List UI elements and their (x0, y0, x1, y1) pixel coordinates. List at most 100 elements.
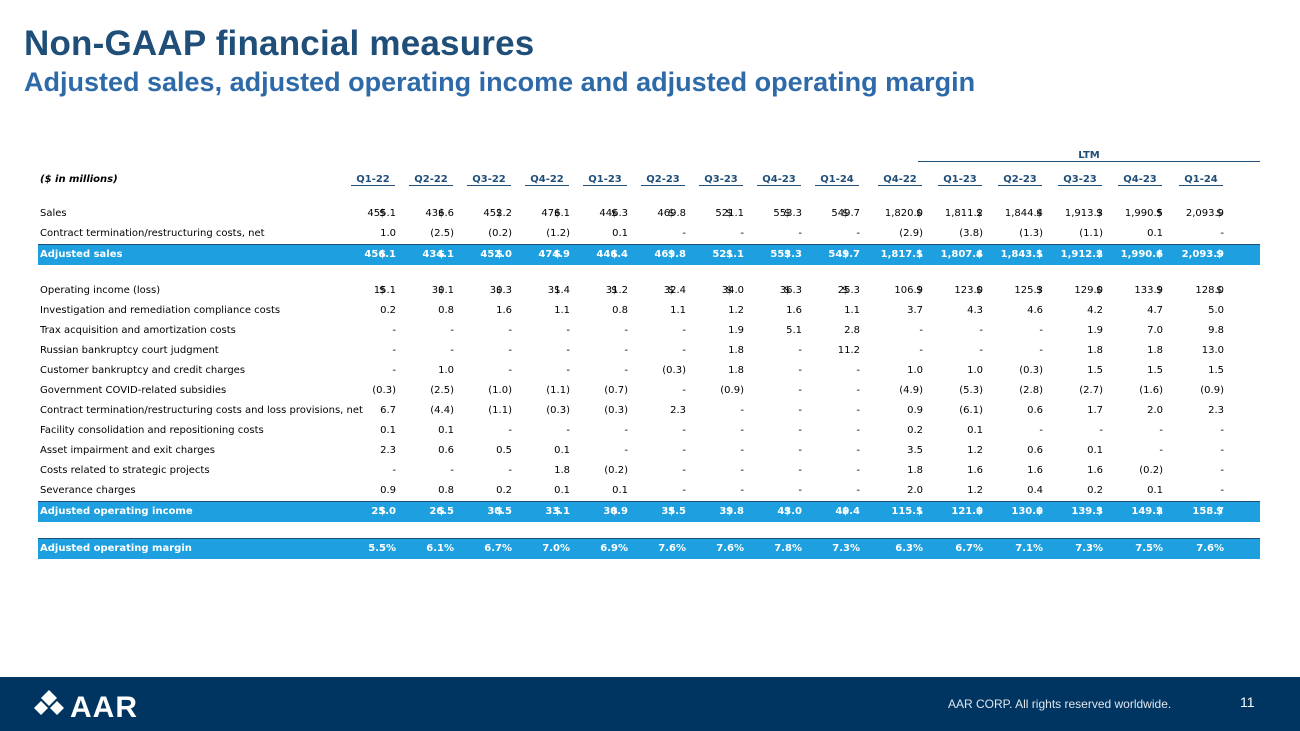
row-label: Asset impairment and exit charges (40, 445, 215, 456)
cell-value: - (682, 325, 686, 336)
cell-value: 0.6 (1027, 445, 1043, 456)
dollar-sign: $ (554, 285, 561, 296)
cell-value: 1.1 (844, 305, 860, 316)
page-number: 11 (1240, 694, 1255, 710)
row-label: Sales (40, 208, 67, 219)
cell-value: (1.2) (546, 228, 570, 239)
cell-value: 1,844.4 (1004, 208, 1043, 219)
cell-value: 0.9 (907, 405, 923, 416)
cell-value: 6.7% (484, 543, 512, 554)
cell-value: 7.1% (1015, 543, 1043, 554)
column-header: Q1-23 (583, 174, 627, 186)
dollar-sign: $ (1036, 208, 1043, 219)
table-row: Sales $455.1 $436.6 $452.2 $476.1 $446.3 $469.… (38, 204, 1260, 224)
dollar-sign: $ (496, 249, 503, 260)
dollar-sign: $ (496, 208, 503, 219)
cell-value: 521.1 (712, 249, 744, 260)
cell-value: 452.2 (483, 208, 512, 219)
dollar-sign: $ (1036, 285, 1043, 296)
cell-value: - (566, 325, 570, 336)
cell-value: 3.5 (907, 445, 923, 456)
table-row: Contract termination/restructuring costs… (38, 401, 1260, 421)
cell-value: 1,811.2 (944, 208, 983, 219)
cell-value: - (450, 465, 454, 476)
cell-value: 36.3 (779, 285, 802, 296)
cell-value: - (1220, 228, 1224, 239)
column-header: Q4-23 (1118, 174, 1162, 186)
cell-value: (2.9) (899, 228, 923, 239)
cell-value: 25.0 (371, 506, 396, 517)
row-label: Severance charges (40, 485, 136, 496)
cell-value: 0.2 (907, 425, 923, 436)
table-row: Adjusted operating margin 5.5% 6.1% 6.7% 7.0… (38, 538, 1260, 559)
cell-value: 1,843.1 (1000, 249, 1043, 260)
table-row: Costs related to strategic projects - - - 1.… (38, 461, 1260, 481)
table-row: Adjusted sales $456.1 $434.1 $452.0 $474.9 $4… (38, 244, 1260, 265)
cell-value: 1.6 (1027, 465, 1043, 476)
cell-value: 121.0 (951, 506, 983, 517)
cell-value: - (798, 228, 802, 239)
cell-value: 9.8 (1208, 325, 1224, 336)
dollar-sign: $ (976, 506, 983, 517)
cell-value: 31.4 (547, 285, 570, 296)
cell-value: 30.9 (603, 506, 628, 517)
cell-value: 1,807.4 (940, 249, 983, 260)
cell-value: - (566, 425, 570, 436)
table-row: Russian bankruptcy court judgment - - - - - - 1… (38, 341, 1260, 361)
cell-value: 1.2 (728, 305, 744, 316)
cell-value: 133.9 (1134, 285, 1163, 296)
table-row: Operating income (loss) $15.1 $30.1 $30.3 $3… (38, 281, 1260, 301)
column-header: Q1-23 (938, 174, 982, 186)
cell-value: 0.1 (1147, 485, 1163, 496)
cell-value: 0.1 (1087, 445, 1103, 456)
cell-value: 1.8 (907, 465, 923, 476)
cell-value: 6.7% (955, 543, 983, 554)
cell-value: 553.3 (770, 249, 802, 260)
row-label: Trax acquisition and amortization costs (40, 325, 236, 336)
dollar-sign: $ (611, 506, 618, 517)
cell-value: 7.3% (1075, 543, 1103, 554)
cell-value: (0.2) (1139, 465, 1163, 476)
financial-table: LTM ($ in millions) Q1-22 Q2-22 Q3-22 Q4-22 Q1… (38, 150, 1260, 559)
cell-value: 5.1 (786, 325, 802, 336)
cell-value: 0.8 (438, 305, 454, 316)
cell-value: 0.2 (496, 485, 512, 496)
cell-value: 0.6 (438, 445, 454, 456)
cell-value: 456.1 (364, 249, 396, 260)
cell-value: 5.5% (368, 543, 396, 554)
cell-value: 0.8 (612, 305, 628, 316)
cell-value: 123.0 (954, 285, 983, 296)
cell-value: (2.5) (430, 385, 454, 396)
cell-value: (0.3) (546, 405, 570, 416)
cell-value: 7.0% (542, 543, 570, 554)
dollar-sign: $ (916, 506, 923, 517)
cell-value: - (682, 385, 686, 396)
cell-value: - (624, 325, 628, 336)
cell-value: (1.1) (488, 405, 512, 416)
dollar-sign: $ (1216, 285, 1223, 296)
cell-value: 26.5 (429, 506, 454, 517)
cell-value: (0.3) (372, 385, 396, 396)
dollar-sign: $ (1036, 506, 1043, 517)
dollar-sign: $ (554, 506, 561, 517)
cell-value: - (740, 485, 744, 496)
cell-value: 130.0 (1011, 506, 1043, 517)
dollar-sign: $ (976, 285, 983, 296)
cell-value: 436.6 (425, 208, 454, 219)
column-header: Q1-22 (351, 174, 395, 186)
cell-value: - (919, 325, 923, 336)
cell-value: 521.1 (715, 208, 744, 219)
cell-value: 125.3 (1014, 285, 1043, 296)
cell-value: 1.8 (1087, 345, 1103, 356)
dollar-sign: $ (784, 208, 791, 219)
row-label: Government COVID-related subsidies (40, 385, 227, 396)
cell-value: - (450, 325, 454, 336)
cell-value: 31.2 (605, 285, 628, 296)
row-label: Adjusted sales (40, 249, 123, 260)
column-header: Q4-22 (525, 174, 569, 186)
cell-value: - (798, 365, 802, 376)
cell-value: (4.4) (430, 405, 454, 416)
dollar-sign: $ (726, 506, 733, 517)
dollar-sign: $ (1096, 249, 1103, 260)
cell-value: 1.0 (438, 365, 454, 376)
